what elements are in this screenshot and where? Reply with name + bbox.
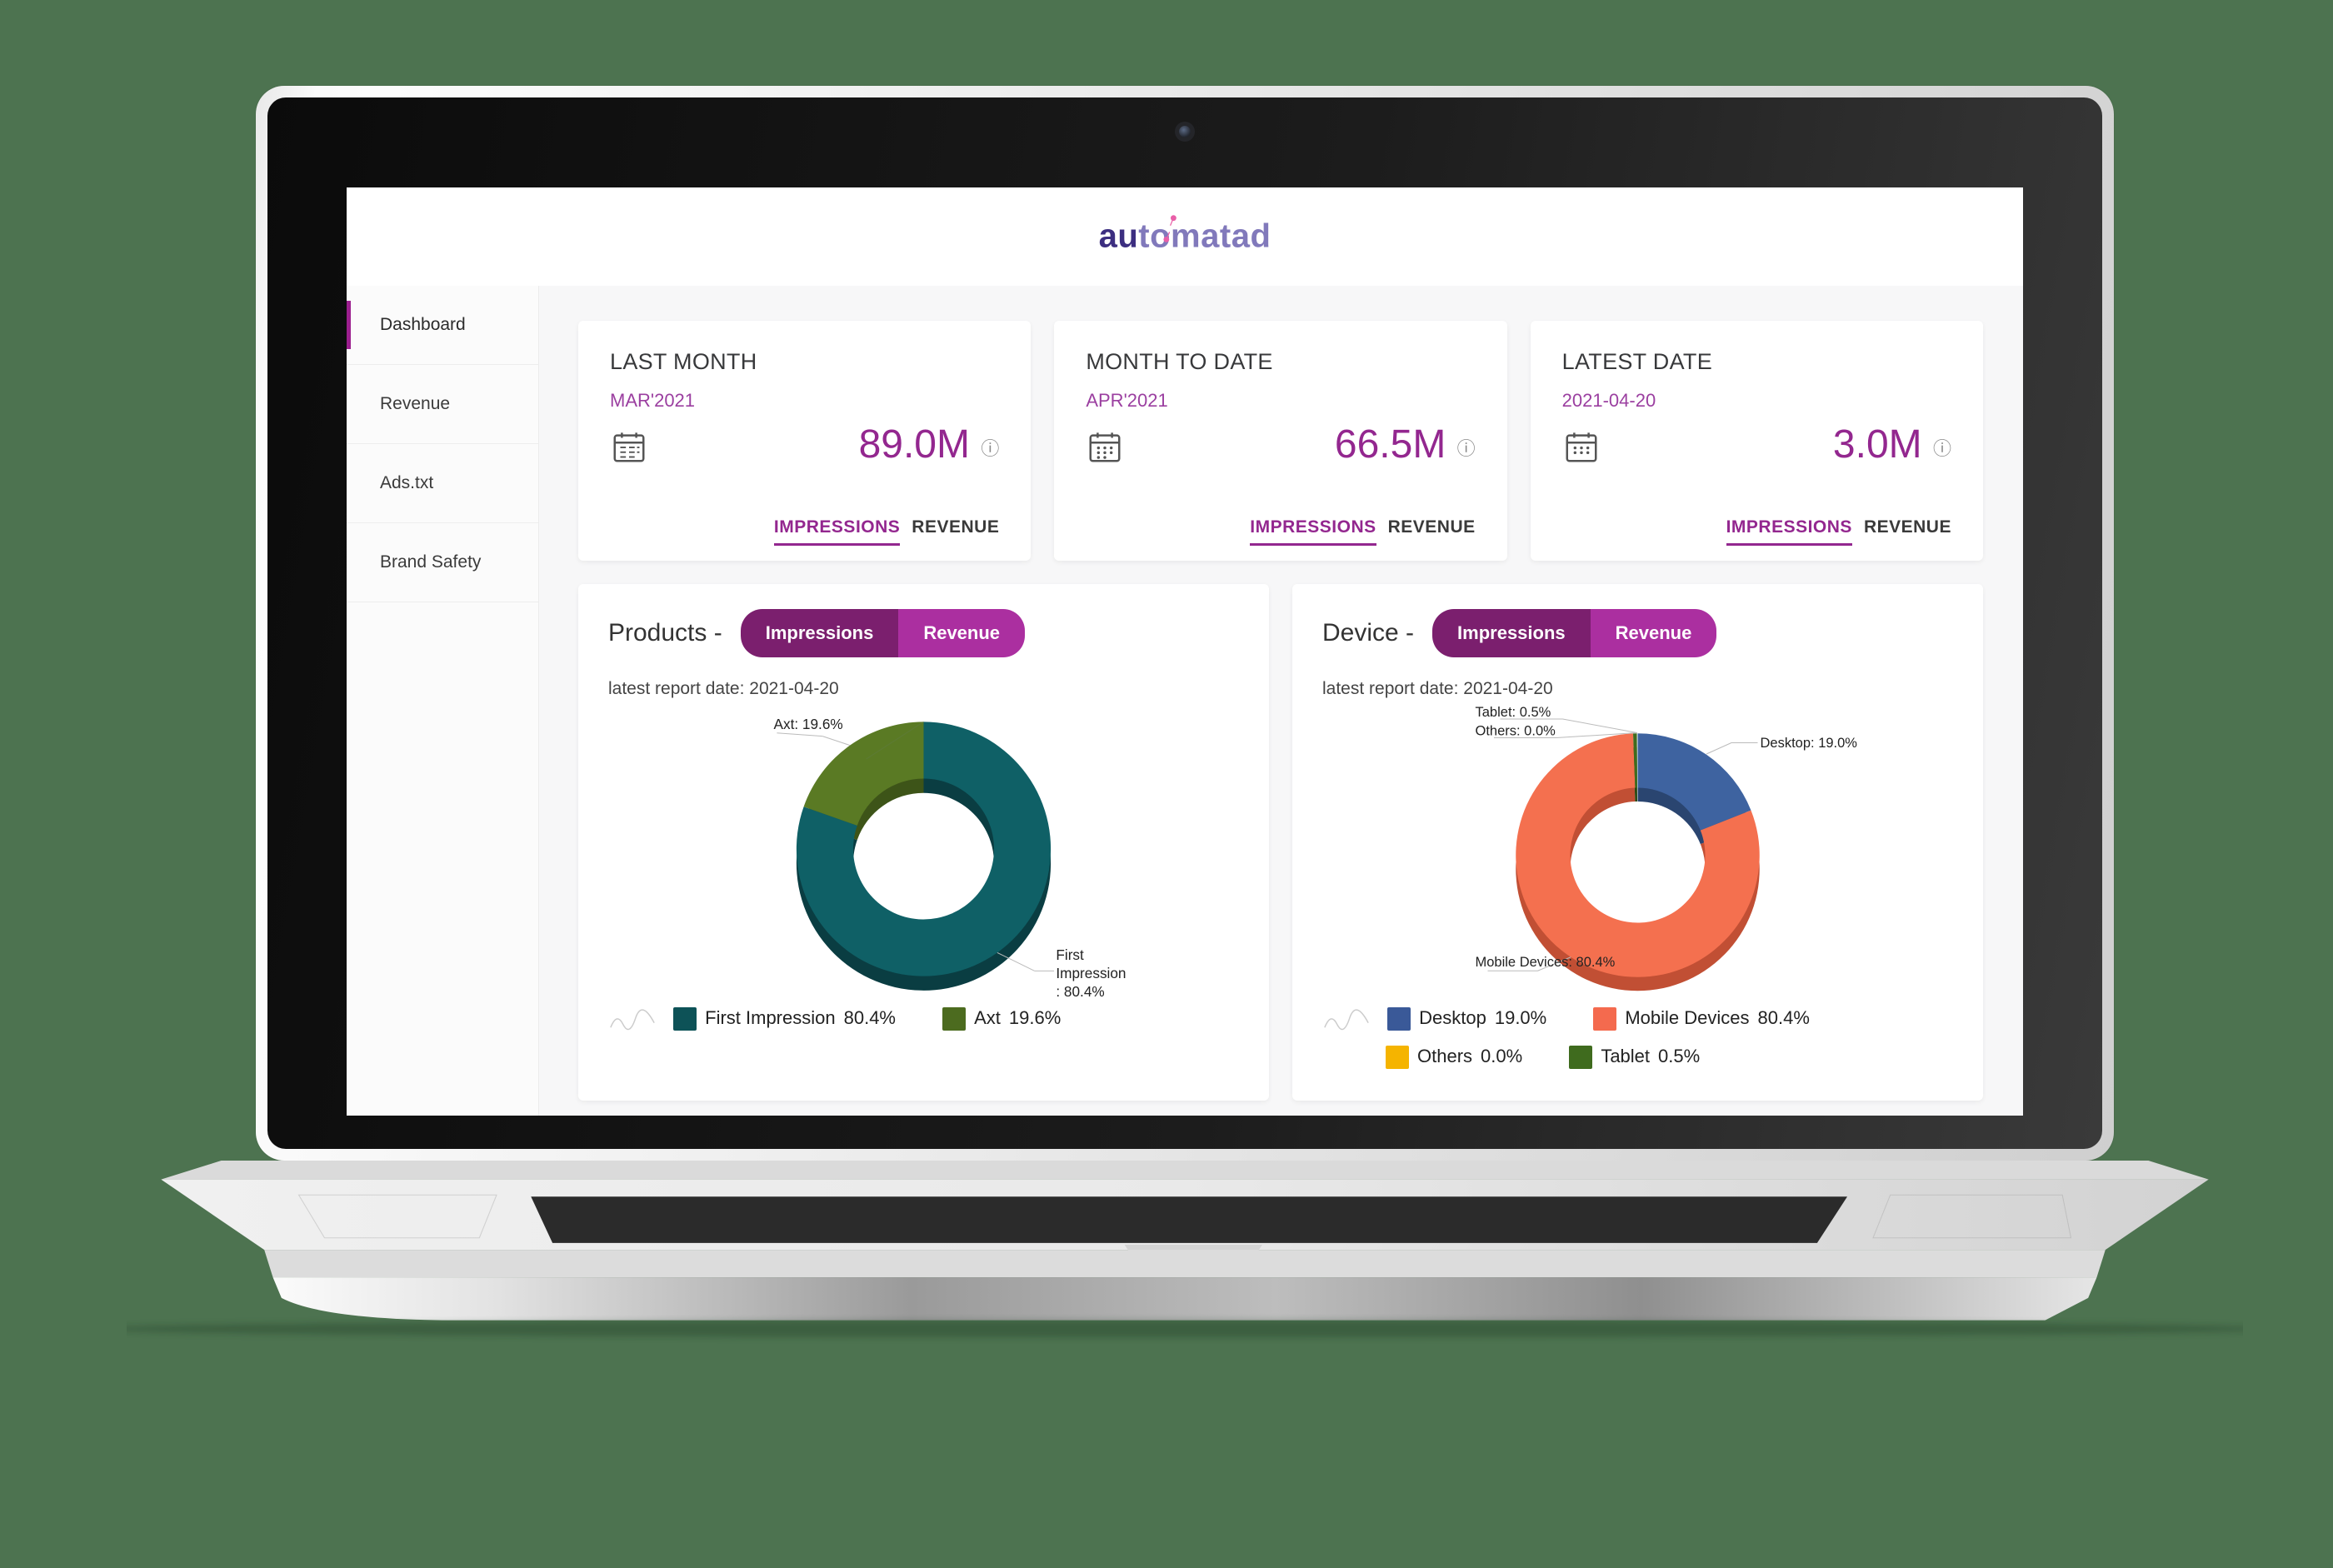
- svg-text:First: First: [1056, 946, 1084, 963]
- svg-text:Others: 0.0%: Others: 0.0%: [1476, 724, 1556, 739]
- svg-text:: 80.4%: : 80.4%: [1056, 983, 1104, 999]
- svg-text:Desktop: 19.0%: Desktop: 19.0%: [1761, 736, 1858, 751]
- svg-text:Axt: 19.6%: Axt: 19.6%: [774, 716, 843, 732]
- svg-text:Mobile Devices: 80.4%: Mobile Devices: 80.4%: [1476, 955, 1616, 970]
- svg-text:Impression: Impression: [1056, 965, 1126, 981]
- svg-text:Tablet: 0.5%: Tablet: 0.5%: [1476, 705, 1551, 720]
